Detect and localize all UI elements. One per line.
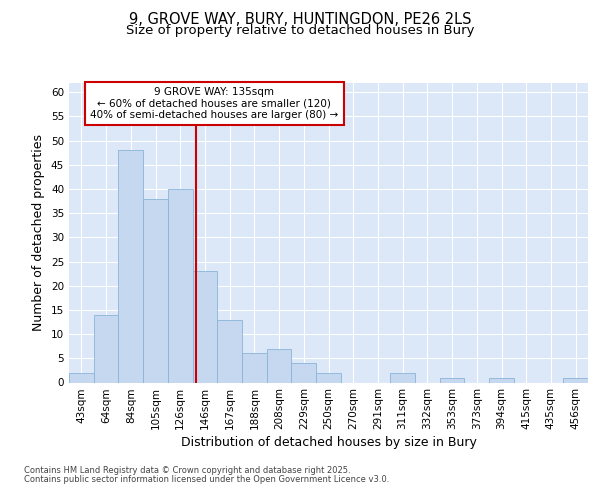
Bar xyxy=(440,378,464,382)
Text: Contains public sector information licensed under the Open Government Licence v3: Contains public sector information licen… xyxy=(24,475,389,484)
Bar xyxy=(563,378,588,382)
Bar xyxy=(118,150,143,382)
Y-axis label: Number of detached properties: Number of detached properties xyxy=(32,134,46,331)
Text: Contains HM Land Registry data © Crown copyright and database right 2025.: Contains HM Land Registry data © Crown c… xyxy=(24,466,350,475)
Bar xyxy=(217,320,242,382)
Bar xyxy=(390,373,415,382)
Bar xyxy=(143,198,168,382)
Bar xyxy=(267,348,292,382)
Text: 9, GROVE WAY, BURY, HUNTINGDON, PE26 2LS: 9, GROVE WAY, BURY, HUNTINGDON, PE26 2LS xyxy=(129,12,471,28)
Bar xyxy=(316,373,341,382)
Text: Size of property relative to detached houses in Bury: Size of property relative to detached ho… xyxy=(126,24,474,37)
Bar xyxy=(94,315,118,382)
X-axis label: Distribution of detached houses by size in Bury: Distribution of detached houses by size … xyxy=(181,436,476,450)
Bar xyxy=(292,363,316,382)
Text: 9 GROVE WAY: 135sqm
← 60% of detached houses are smaller (120)
40% of semi-detac: 9 GROVE WAY: 135sqm ← 60% of detached ho… xyxy=(90,87,338,120)
Bar xyxy=(242,354,267,382)
Bar xyxy=(193,271,217,382)
Bar xyxy=(69,373,94,382)
Bar xyxy=(168,189,193,382)
Bar xyxy=(489,378,514,382)
